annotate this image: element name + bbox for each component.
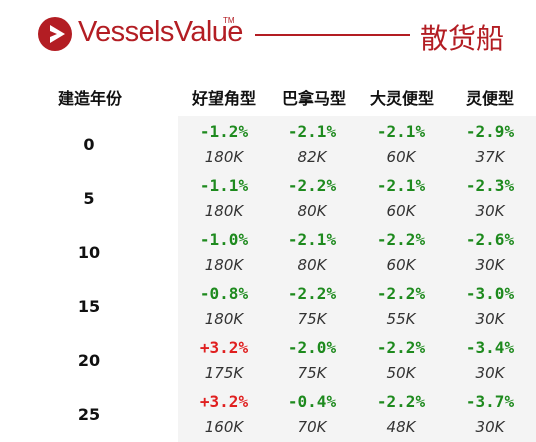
change-value: -2.2% bbox=[376, 338, 426, 357]
price-value: 60K bbox=[386, 202, 416, 220]
change-value: -2.2% bbox=[376, 284, 426, 303]
price-value: 37K bbox=[475, 148, 505, 166]
vesselsvalue-logo-icon bbox=[38, 17, 72, 51]
header: VesselsValue TM 散货船 bbox=[0, 0, 536, 70]
change-value: -2.1% bbox=[287, 122, 337, 141]
change-value: -2.1% bbox=[376, 176, 426, 195]
data-area bbox=[178, 116, 536, 442]
change-value: -2.2% bbox=[376, 230, 426, 249]
change-value: -2.9% bbox=[465, 122, 515, 141]
price-value: 50K bbox=[386, 364, 416, 382]
change-value: -1.1% bbox=[199, 176, 249, 195]
change-value: -2.2% bbox=[287, 284, 337, 303]
change-value: +3.2% bbox=[199, 392, 249, 411]
price-value: 60K bbox=[386, 256, 416, 274]
price-value: 30K bbox=[475, 418, 505, 436]
brand-name: VesselsValue bbox=[78, 16, 243, 48]
price-value: 55K bbox=[386, 310, 416, 328]
change-value: -2.2% bbox=[287, 176, 337, 195]
price-value: 180K bbox=[204, 256, 244, 274]
section-title: 散货船 bbox=[420, 22, 505, 55]
price-value: 180K bbox=[204, 202, 244, 220]
change-value: -2.2% bbox=[376, 392, 426, 411]
price-value: 30K bbox=[475, 310, 505, 328]
change-value: -2.3% bbox=[465, 176, 515, 195]
column-header-handysize: 灵便型 bbox=[465, 89, 514, 108]
row-year: 15 bbox=[77, 297, 101, 316]
column-header-capesize: 好望角型 bbox=[191, 89, 256, 108]
column-header-panamax: 巴拿马型 bbox=[281, 89, 346, 108]
price-value: 30K bbox=[475, 364, 505, 382]
price-value: 75K bbox=[297, 310, 327, 328]
price-value: 30K bbox=[475, 202, 505, 220]
price-value: 80K bbox=[297, 202, 327, 220]
column-header-supramax: 大灵便型 bbox=[369, 89, 434, 108]
price-value: 80K bbox=[297, 256, 327, 274]
price-value: 82K bbox=[297, 148, 327, 166]
year-column-header: 建造年份 bbox=[57, 89, 122, 108]
change-value: -1.0% bbox=[199, 230, 249, 249]
price-value: 180K bbox=[204, 310, 244, 328]
row-year: 10 bbox=[77, 243, 101, 262]
row-year: 20 bbox=[77, 351, 101, 370]
change-value: -3.4% bbox=[465, 338, 515, 357]
header-divider bbox=[255, 34, 410, 36]
change-value: -2.6% bbox=[465, 230, 515, 249]
change-value: -0.8% bbox=[199, 284, 249, 303]
price-value: 60K bbox=[386, 148, 416, 166]
change-value: -3.0% bbox=[465, 284, 515, 303]
trademark: TM bbox=[223, 16, 235, 25]
change-value: -0.4% bbox=[287, 392, 337, 411]
price-value: 30K bbox=[475, 256, 505, 274]
row-year: 5 bbox=[83, 189, 95, 208]
change-value: -3.7% bbox=[465, 392, 515, 411]
change-value: +3.2% bbox=[199, 338, 249, 357]
change-value: -2.1% bbox=[287, 230, 337, 249]
row-year: 25 bbox=[77, 405, 101, 424]
row-year: 0 bbox=[83, 135, 95, 154]
price-value: 70K bbox=[297, 418, 327, 436]
price-value: 48K bbox=[386, 418, 416, 436]
price-value: 75K bbox=[297, 364, 327, 382]
change-value: -2.1% bbox=[376, 122, 426, 141]
price-value: 160K bbox=[204, 418, 244, 436]
change-value: -1.2% bbox=[199, 122, 249, 141]
price-value: 180K bbox=[204, 148, 244, 166]
change-value: -2.0% bbox=[287, 338, 337, 357]
price-value: 175K bbox=[204, 364, 244, 382]
